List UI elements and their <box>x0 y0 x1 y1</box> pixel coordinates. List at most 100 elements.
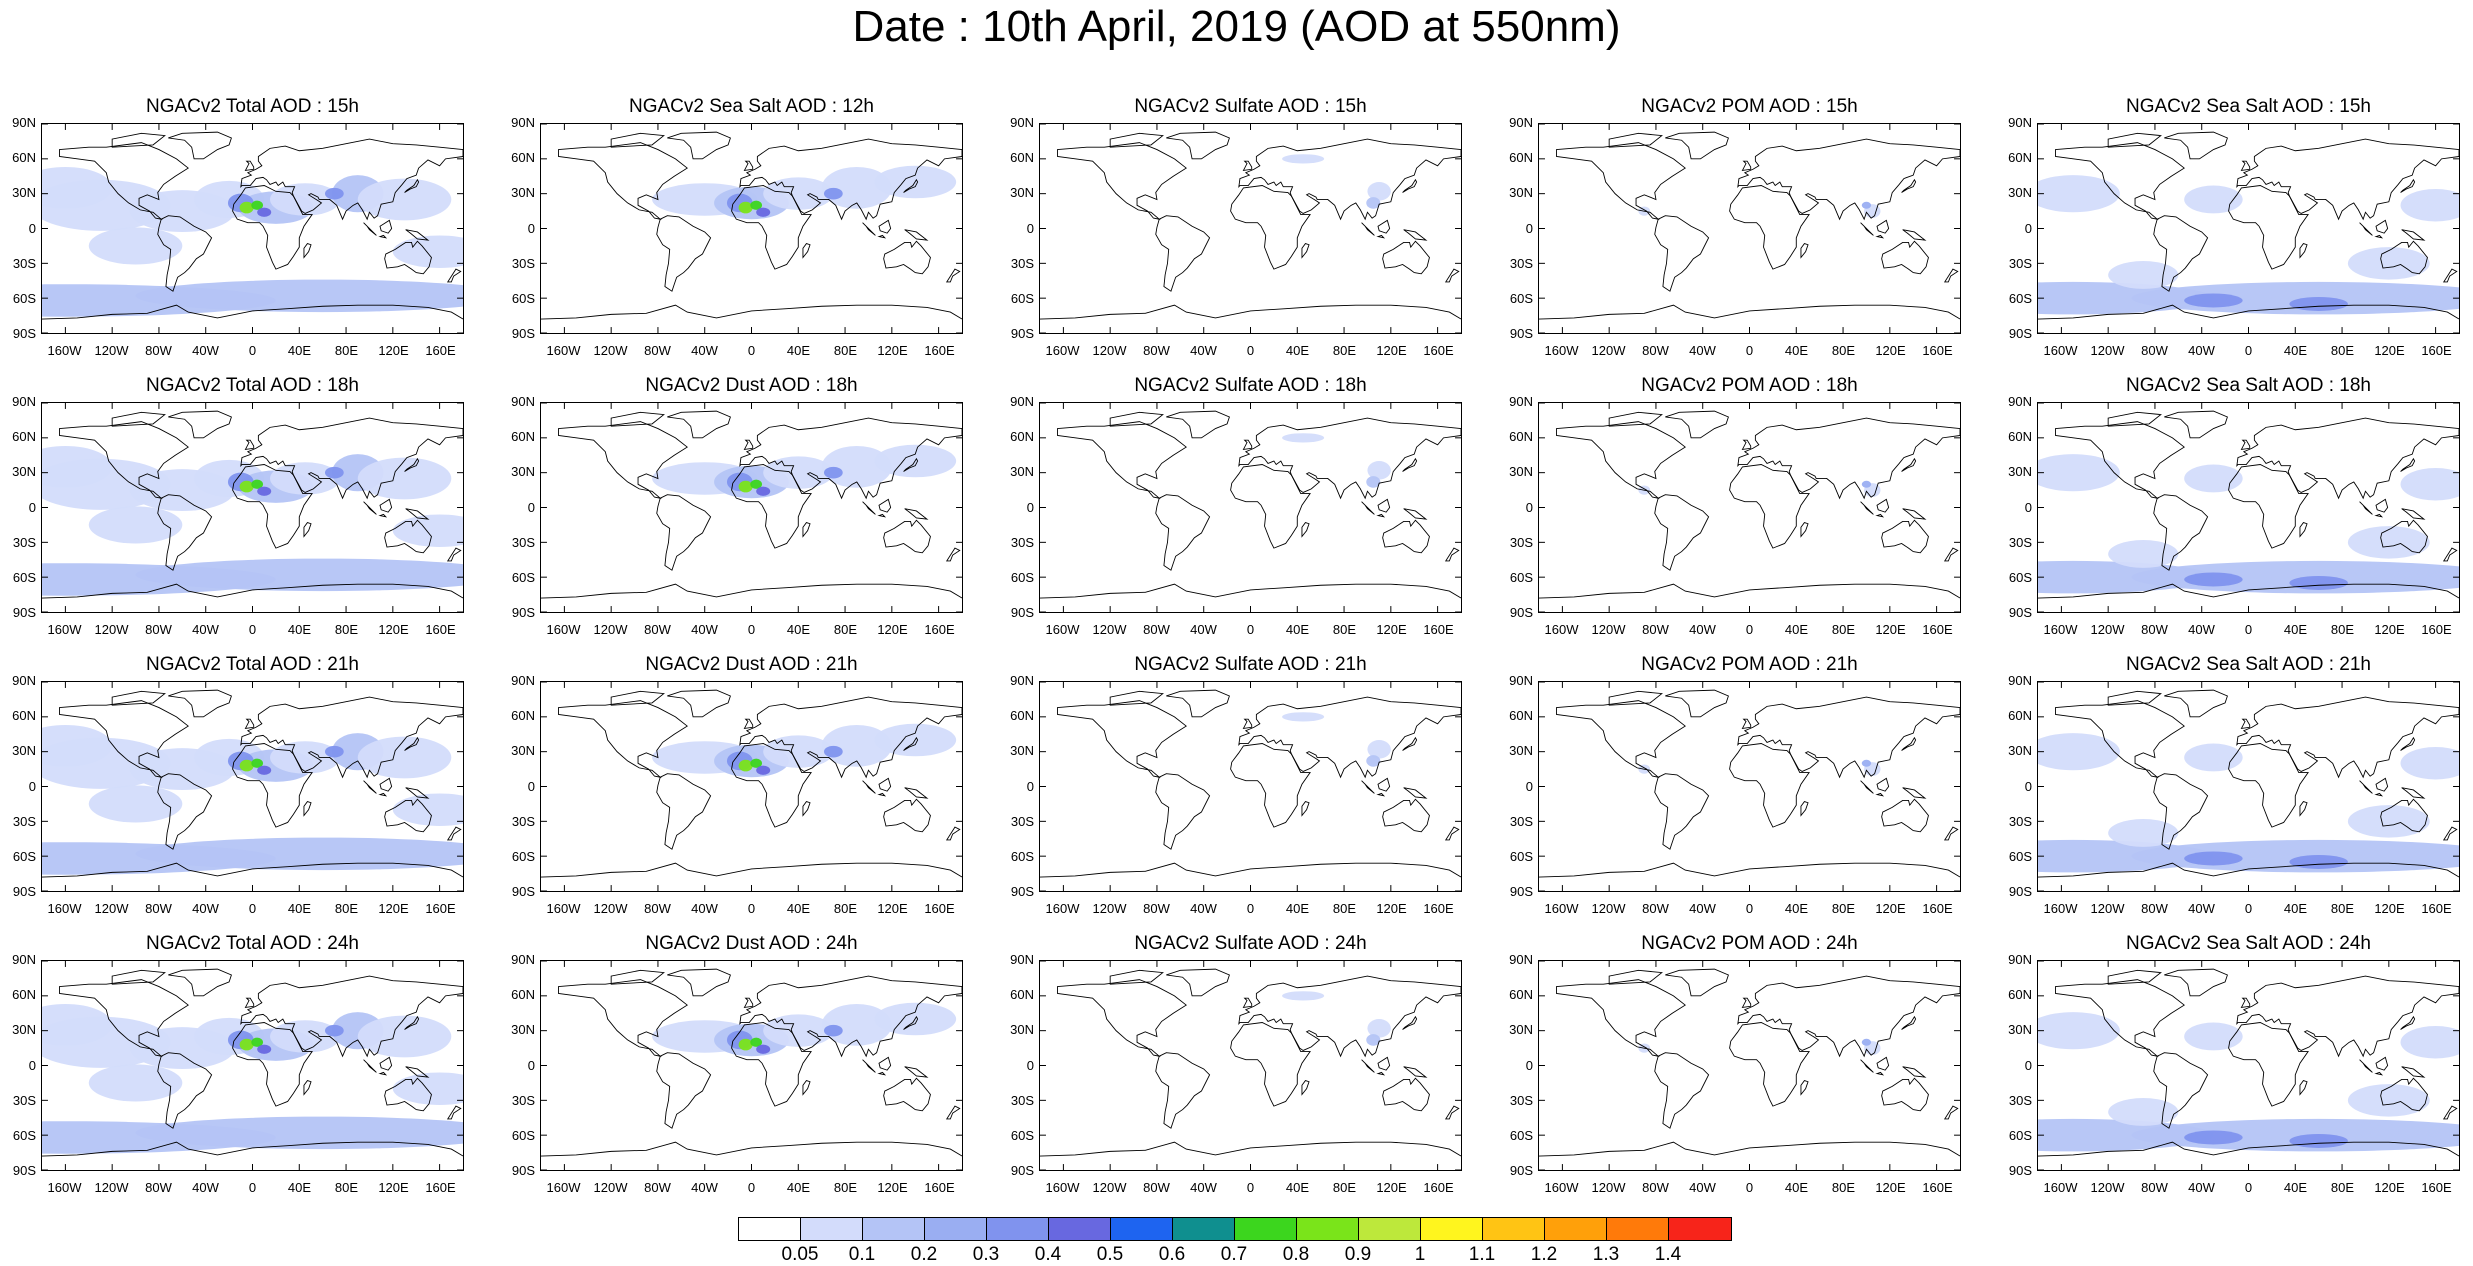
coastline <box>558 421 688 499</box>
coastline <box>802 522 811 538</box>
lat-tick-label: 90N <box>511 952 535 967</box>
aod-field <box>821 724 892 767</box>
coastline <box>2442 1105 2458 1120</box>
lon-tick-label: 120W <box>593 343 628 358</box>
lon-tick-label: 120E <box>1376 1180 1407 1195</box>
lat-tick-label: 0 <box>1525 778 1533 794</box>
aod-field <box>2289 576 2348 590</box>
lon-tick-label: 120W <box>593 1180 628 1195</box>
antarctica-coastline <box>1539 583 1960 599</box>
panel-title: NGACv2 Sea Salt AOD : 12h <box>628 96 874 117</box>
coastline <box>1943 826 1959 841</box>
colorbar-label: 1.1 <box>1468 1244 1496 1265</box>
lon-tick-label: 160W <box>1045 901 1080 916</box>
world-map <box>541 961 962 1170</box>
world-map <box>1040 403 1461 612</box>
coastline <box>2380 519 2428 554</box>
lat-tick-label: 60N <box>12 429 36 445</box>
colorbar-swatch <box>1483 1218 1545 1240</box>
coastline <box>1242 439 1253 451</box>
antarctica-coastline <box>541 304 962 320</box>
aod-field <box>270 741 341 774</box>
coastline <box>1902 508 1927 520</box>
coastline <box>1737 696 1960 779</box>
map-panel-sulfate <box>1039 960 1462 1171</box>
coastline <box>1608 132 1663 148</box>
lat-tick-label: 30N <box>12 185 36 201</box>
lon-tick-label: 40E <box>287 901 312 916</box>
lat-tick-label: 60N <box>511 987 535 1003</box>
coastline <box>1109 969 1164 985</box>
coastline <box>1800 1080 1809 1096</box>
panel-title: NGACv2 Dust AOD : 24h <box>645 933 858 954</box>
lat-tick-label: 60N <box>2008 708 2032 724</box>
coastline <box>378 234 388 239</box>
coastline <box>157 494 213 571</box>
coastline <box>1155 1052 1211 1129</box>
coastline <box>1376 792 1386 797</box>
lat-tick-label: 60S <box>12 1127 36 1143</box>
coastline <box>1057 142 1187 220</box>
colorbar-swatch <box>1359 1218 1421 1240</box>
coastline <box>303 801 312 817</box>
aod-field <box>2108 261 2179 289</box>
lon-tick-label: 0 <box>1745 901 1754 916</box>
coastline <box>1238 417 1461 500</box>
lon-tick-label: 80E <box>2330 1180 2355 1195</box>
coastline <box>59 979 189 1057</box>
map-panel-dust <box>540 123 963 334</box>
coastline <box>1654 494 1710 571</box>
antarctica-coastline <box>42 1141 463 1157</box>
lat-tick-label: 30S <box>1010 813 1034 829</box>
lon-tick-label: 160E <box>1423 622 1454 637</box>
lat-tick-label: 90N <box>1010 115 1034 130</box>
aod-field <box>2347 526 2430 559</box>
coastline <box>2240 160 2251 172</box>
lat-tick-label: 30S <box>2008 534 2032 550</box>
lon-tick-label: 0 <box>1745 1180 1754 1195</box>
coastline <box>2442 268 2458 283</box>
coastline <box>2400 1015 2416 1030</box>
coastline <box>667 689 731 718</box>
coastline <box>1876 1056 1890 1071</box>
coastline <box>1876 498 1890 513</box>
lon-tick-label: 120W <box>94 1180 129 1195</box>
coastline <box>1403 229 1428 241</box>
coastline <box>883 798 931 833</box>
coastline <box>446 547 462 562</box>
lat-tick-label: 30N <box>1509 743 1533 759</box>
coastline <box>2164 410 2228 439</box>
coastline <box>656 494 712 571</box>
aod-field <box>1366 755 1381 767</box>
lon-tick-label: 40E <box>287 622 312 637</box>
lon-tick-label: 40W <box>1689 343 1716 358</box>
lat-tick-label: 60S <box>2008 290 2032 306</box>
coastline <box>2400 178 2416 193</box>
coastline <box>1881 1077 1929 1112</box>
coastline <box>1665 131 1729 160</box>
aod-field <box>1366 1034 1381 1046</box>
world-map <box>1040 682 1461 891</box>
lon-tick-label: 80E <box>833 901 858 916</box>
coastline <box>731 743 812 828</box>
aod-field <box>1367 740 1391 759</box>
coastline <box>743 997 754 1009</box>
lat-tick-label: 30S <box>2008 813 2032 829</box>
lat-tick-label: 60N <box>1010 987 1034 1003</box>
aod-field <box>738 1038 753 1051</box>
aod-field <box>357 178 452 221</box>
coastline <box>558 700 688 778</box>
lon-tick-label: 120E <box>1875 622 1906 637</box>
lon-tick-label: 80E <box>1831 622 1856 637</box>
lon-tick-label: 120W <box>94 622 129 637</box>
lat-tick-label: 60N <box>1509 708 1533 724</box>
aod-field <box>2038 454 2120 492</box>
lat-tick-label: 30S <box>2008 255 2032 271</box>
lon-tick-label: 40E <box>786 343 811 358</box>
coastline <box>404 457 420 472</box>
coastline <box>1230 1022 1311 1107</box>
antarctica-coastline <box>2038 862 2459 878</box>
lat-tick-label: 90N <box>1509 952 1533 967</box>
lon-tick-label: 120E <box>378 1180 409 1195</box>
coastline <box>2401 787 2426 799</box>
